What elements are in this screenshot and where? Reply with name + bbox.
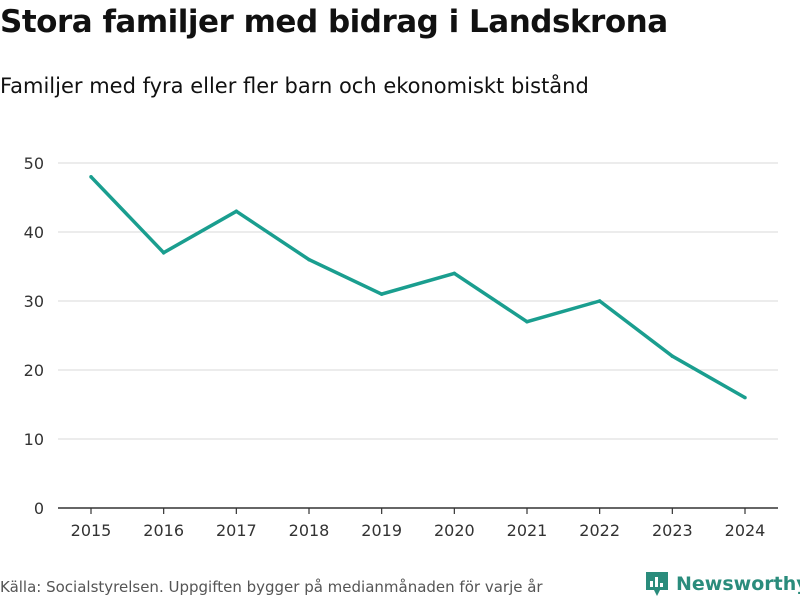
- x-tick-label: 2022: [579, 521, 620, 540]
- y-tick-label: 10: [24, 430, 44, 449]
- x-tick-label: 2019: [361, 521, 402, 540]
- series-layer: [89, 175, 747, 400]
- x-tick-label: 2016: [143, 521, 184, 540]
- x-tick-label: 2024: [725, 521, 766, 540]
- x-tick-label: 2020: [434, 521, 475, 540]
- y-tick-label: 0: [34, 499, 44, 518]
- x-tick-label: 2018: [289, 521, 330, 540]
- chart-subtitle: Familjer med fyra eller fler barn och ek…: [0, 74, 589, 98]
- data-point: [89, 175, 93, 179]
- x-tick-label: 2015: [71, 521, 112, 540]
- y-tick-label: 30: [24, 292, 44, 311]
- data-point: [379, 292, 384, 296]
- data-point: [670, 354, 675, 358]
- data-point: [161, 250, 166, 255]
- gridlines: [58, 162, 778, 440]
- data-point: [743, 395, 747, 400]
- data-point: [597, 299, 602, 303]
- y-tick-label: 40: [24, 223, 44, 242]
- y-tick-label: 20: [24, 361, 44, 380]
- x-tick-label: 2023: [652, 521, 693, 540]
- brand-name: Newsworthy: [676, 573, 800, 595]
- source-note: Källa: Socialstyrelsen. Uppgiften bygger…: [0, 578, 543, 596]
- y-axis: 0 10 20 30 40 50: [24, 154, 44, 518]
- data-point: [452, 271, 457, 276]
- newsworthy-logo-icon: [646, 572, 668, 596]
- data-point: [234, 209, 239, 214]
- x-axis: 2015 2016 2017 2018 2019 2020 2021 2022 2023 2024: [58, 507, 778, 540]
- data-point: [307, 257, 311, 262]
- x-tick-label: 2021: [507, 521, 548, 540]
- brand-logo: Newsworthy: [644, 570, 800, 598]
- x-tick-label: 2017: [216, 521, 257, 540]
- y-tick-label: 50: [24, 154, 44, 173]
- data-point: [525, 319, 529, 324]
- chart-title: Stora familjer med bidrag i Landskrona: [0, 4, 668, 40]
- series-line: [89, 175, 746, 400]
